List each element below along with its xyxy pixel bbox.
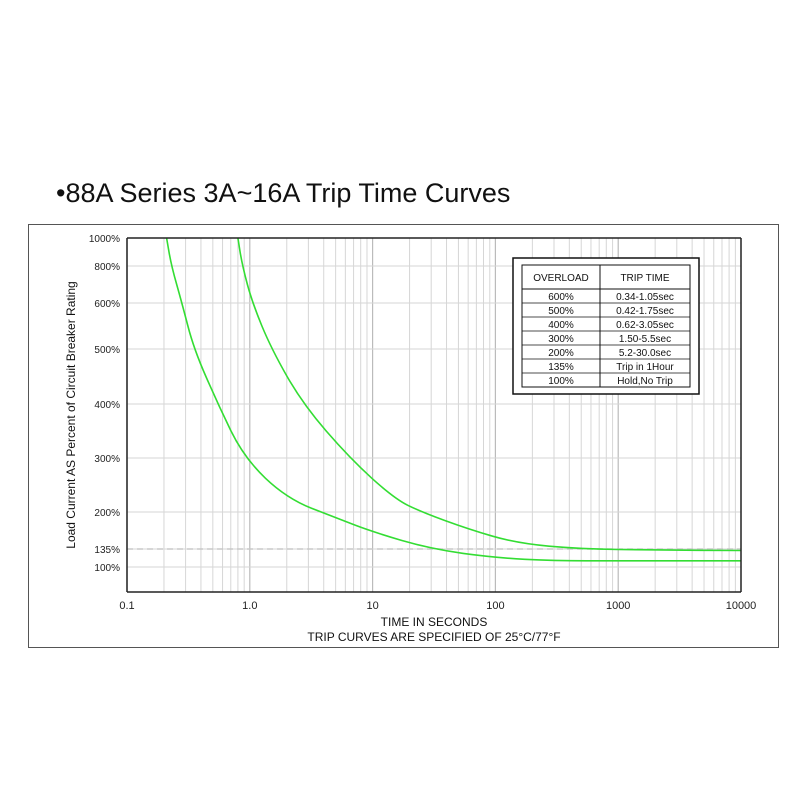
x-tick-label: 0.1 xyxy=(119,600,134,612)
trip-curve-min xyxy=(165,237,741,562)
axes-group xyxy=(126,237,742,593)
table-cell-trip-time: Hold,No Trip xyxy=(617,376,673,387)
table-outer-border xyxy=(512,257,700,395)
y-tick-label: 135% xyxy=(94,545,120,556)
y-tick-label: 300% xyxy=(94,454,120,465)
table-header-overload: OVERLOAD xyxy=(533,273,589,284)
y-tick-label: 100% xyxy=(94,563,120,574)
trip-curve-max xyxy=(237,237,742,552)
x-tick-label: 10 xyxy=(366,600,378,612)
table-inner-border xyxy=(521,264,691,388)
curves-group xyxy=(165,237,742,562)
table-cell-trip-time: 0.34-1.05sec xyxy=(616,292,674,303)
table-cell-trip-time: 5.2-30.0sec xyxy=(619,348,671,359)
table-cell-trip-time: 0.42-1.75sec xyxy=(616,306,674,317)
x-tick-labels: 0.1 1.0 10 100 1000 10000 xyxy=(119,600,756,612)
x-tick-label: 1.0 xyxy=(242,600,257,612)
table-cell-trip-time: Trip in 1Hour xyxy=(616,362,674,373)
chart-frame xyxy=(28,224,779,648)
y-tick-label: 500% xyxy=(94,345,120,356)
y-tick-label: 600% xyxy=(94,299,120,310)
y-tick-label: 800% xyxy=(94,262,120,273)
table-cell-overload: 500% xyxy=(548,306,574,317)
table-header-trip-time: TRIP TIME xyxy=(620,273,669,284)
table-cell-trip-time: 0.62-3.05sec xyxy=(616,320,674,331)
x-tick-label: 100 xyxy=(486,600,504,612)
table-cell-overload: 135% xyxy=(548,362,574,373)
table-cell-trip-time: 1.50-5.5sec xyxy=(619,334,671,345)
y-axis-label: Load Current AS Percent of Circuit Break… xyxy=(64,281,78,548)
table-cell-overload: 600% xyxy=(548,292,574,303)
y-tick-label: 200% xyxy=(94,508,120,519)
y-tick-label: 400% xyxy=(94,400,120,411)
table-cell-overload: 100% xyxy=(548,376,574,387)
overload-table: OVERLOAD TRIP TIME 600% 0.34-1.05sec 500% 0.4… xyxy=(512,257,700,395)
y-tick-labels: 1000% 800% 600% 500% 400% 300% 200% 135% 100% xyxy=(89,234,120,574)
x-axis-sublabel: TRIP CURVES ARE SPECIFIED OF 25°C/77°F xyxy=(307,630,560,644)
chart-title: •88A Series 3A~16A Trip Time Curves xyxy=(56,178,511,208)
x-axis-label: TIME IN SECONDS xyxy=(381,615,488,629)
table-cell-overload: 400% xyxy=(548,320,574,331)
x-tick-label: 1000 xyxy=(606,600,630,612)
y-tick-label: 1000% xyxy=(89,234,120,245)
x-tick-label: 10000 xyxy=(726,600,757,612)
table-cell-overload: 200% xyxy=(548,348,574,359)
table-cell-overload: 300% xyxy=(548,334,574,345)
